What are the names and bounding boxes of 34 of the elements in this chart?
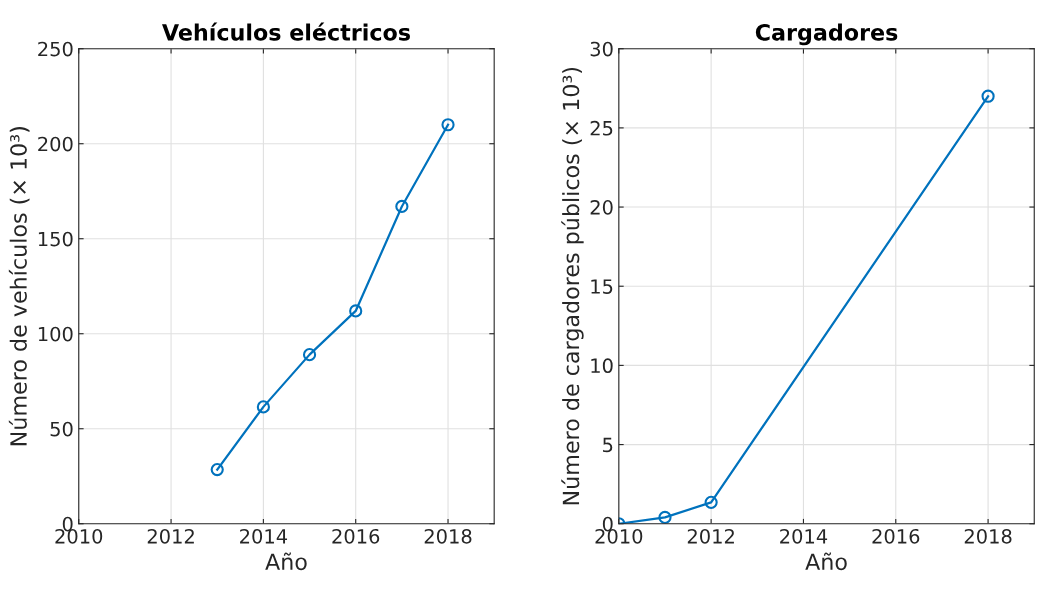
y-tick-label: 15 <box>591 279 613 294</box>
y-axis-title: Número de vehículos (× 10³) <box>8 127 30 446</box>
y-tick-label: 200 <box>38 136 73 152</box>
chart-title: Vehículos eléctricos <box>162 22 410 41</box>
x-tick-label: 2012 <box>147 528 194 544</box>
y-axis-title: Número de cargadores públicos (× 10³) <box>561 67 584 505</box>
point <box>704 495 718 509</box>
x-tick-label: 2018 <box>424 528 472 544</box>
y-tick-label: 20 <box>590 200 613 215</box>
y-tick-label: 5 <box>603 437 613 453</box>
point <box>256 400 270 414</box>
y-tick-label: 30 <box>590 41 613 57</box>
point <box>349 304 363 318</box>
point <box>658 510 672 524</box>
point <box>210 462 224 477</box>
chart-title: Cargadores <box>755 23 898 46</box>
point <box>395 199 409 214</box>
y-tick-label: 10 <box>591 358 613 374</box>
x-tick-label: 2018 <box>964 528 1012 544</box>
y-tick-label: 25 <box>590 120 613 136</box>
point <box>302 348 317 362</box>
x-tick-label: 2012 <box>687 528 734 544</box>
y-tick-label: 250 <box>38 41 73 57</box>
y-tick-label: 150 <box>38 231 73 247</box>
y-tick-label: 100 <box>38 326 73 342</box>
x-axis-title: Año <box>265 552 307 571</box>
x-tick-label: 2016 <box>332 528 380 544</box>
point <box>981 89 995 103</box>
x-axis-title: Año <box>805 552 847 571</box>
x-tick-label: 2016 <box>872 528 920 544</box>
x-tick-label: 2014 <box>780 528 828 544</box>
point <box>441 118 455 132</box>
x-tick-label: 2014 <box>240 528 288 544</box>
y-tick-label: 50 <box>50 421 73 437</box>
